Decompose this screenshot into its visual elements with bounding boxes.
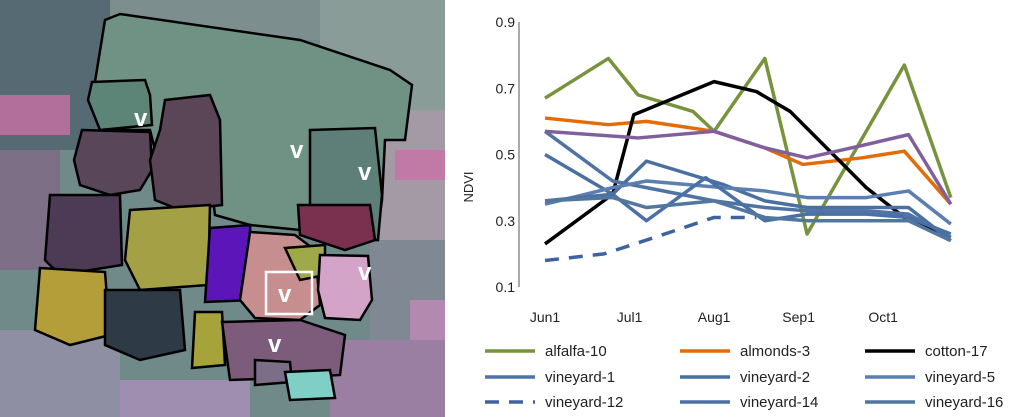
y-tick-label: 0.5 (496, 147, 516, 163)
y-tick-label: 0.1 (496, 279, 516, 295)
legend-label: almonds-3 (740, 343, 810, 360)
field-pink2 (316, 253, 374, 322)
field-l1 (43, 193, 124, 277)
vineyard-marker: v (358, 159, 372, 186)
y-axis-label: NDVI (461, 171, 476, 202)
field-dark (103, 288, 187, 362)
field-polygons (33, 12, 414, 402)
vineyard-marker: v (134, 105, 148, 132)
x-tick-label: Jul1 (617, 309, 643, 325)
field-mauve (220, 318, 347, 382)
y-tick-label: 0.7 (496, 80, 516, 96)
highlight-box (264, 270, 314, 316)
x-tick-label: Jun1 (530, 309, 561, 325)
vineyard-marker: v (358, 259, 372, 286)
series-line-vineyard-16 (544, 195, 952, 243)
field-cyan (283, 368, 337, 402)
legend-label: vineyard-1 (545, 369, 615, 386)
legend: alfalfa-10 almonds-3 cotton-17 vineyard-1 vi… (485, 343, 1003, 411)
legend-label: vineyard-12 (545, 394, 623, 411)
series-line-vineyard-14 (544, 175, 952, 236)
series-line-vineyard-5 (544, 179, 952, 226)
series-line-vineyard-12 (544, 215, 757, 263)
x-tick-label: Sep1 (782, 309, 815, 325)
field-yellow3 (190, 310, 227, 370)
y-tick-label: 0.9 (496, 14, 516, 30)
legend-label: alfalfa-10 (545, 343, 607, 360)
field-yellow2 (33, 266, 112, 347)
field-tl (86, 78, 154, 132)
y-tick-label: 0.3 (496, 213, 516, 229)
field-yellow1 (123, 203, 212, 292)
satellite-image: v v v v v v (0, 0, 445, 417)
legend-label: cotton-17 (925, 343, 988, 360)
legend-label: vineyard-5 (925, 369, 995, 386)
ndvi-chart: NDVI 0.1 0.3 0.5 0.7 0.9 Jun1 Jul1 Aug1 Sep1 Oct… (461, 14, 1003, 411)
x-tick-labels: Jun1 Jul1 Aug1 Sep1 Oct1 (530, 309, 898, 325)
x-tick-label: Aug1 (698, 309, 731, 325)
series-line-unlabeled (544, 129, 953, 206)
field-maroon (296, 203, 377, 252)
legend-label: vineyard-16 (925, 394, 1003, 411)
series-line-vineyard-2 (544, 152, 952, 243)
vineyard-marker: v (268, 331, 282, 358)
legend-label: vineyard-2 (740, 369, 810, 386)
series-lines (543, 56, 953, 263)
y-tick-labels: 0.1 0.3 0.5 0.7 0.9 (496, 14, 516, 295)
x-tick-label: Oct1 (868, 309, 898, 325)
vineyard-marker: v (278, 281, 292, 308)
legend-label: vineyard-14 (740, 394, 818, 411)
vineyard-marker: v (290, 137, 304, 164)
field-v1 (72, 128, 154, 197)
